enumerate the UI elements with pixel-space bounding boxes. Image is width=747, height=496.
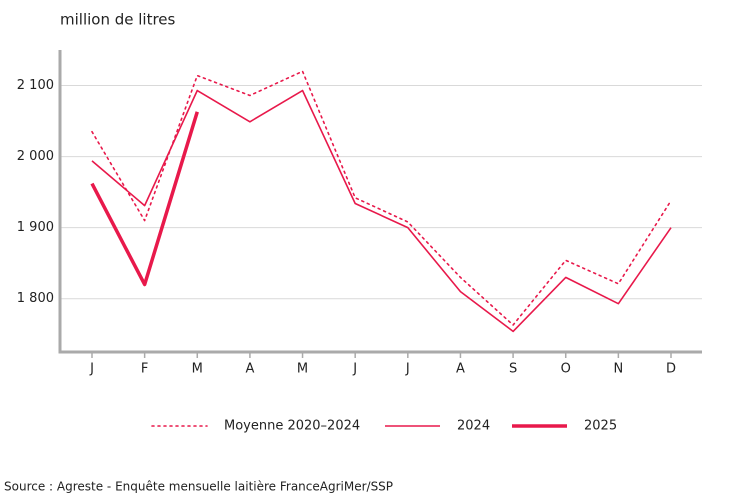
x-tick-label: O: [561, 362, 571, 377]
x-tick-label: N: [613, 362, 623, 377]
series-line: [91, 89, 672, 333]
x-tick-label: J: [352, 362, 357, 377]
x-tick-label: J: [89, 362, 94, 377]
x-tick-label: M: [192, 362, 203, 377]
x-tick-label: A: [456, 362, 465, 377]
y-tick-label: 2 000: [17, 149, 54, 164]
chart-title: million de litres: [60, 11, 176, 29]
legend-label: 2024: [457, 419, 490, 434]
source-note: Source : Agreste - Enquête mensuelle lai…: [4, 480, 393, 494]
y-tick-label: 1 800: [17, 291, 54, 306]
x-tick-label: D: [666, 362, 676, 377]
legend-label: Moyenne 2020–2024: [224, 419, 360, 434]
x-tick-label: S: [509, 362, 517, 377]
x-tick-label: M: [297, 362, 308, 377]
x-tick-label: A: [245, 362, 254, 377]
y-tick-label: 2 100: [17, 78, 54, 93]
x-tick-label: F: [141, 362, 148, 377]
y-tick-label: 1 900: [17, 220, 54, 235]
x-tick-label: J: [405, 362, 410, 377]
series-line: [90, 111, 199, 287]
legend-label: 2025: [584, 419, 617, 434]
